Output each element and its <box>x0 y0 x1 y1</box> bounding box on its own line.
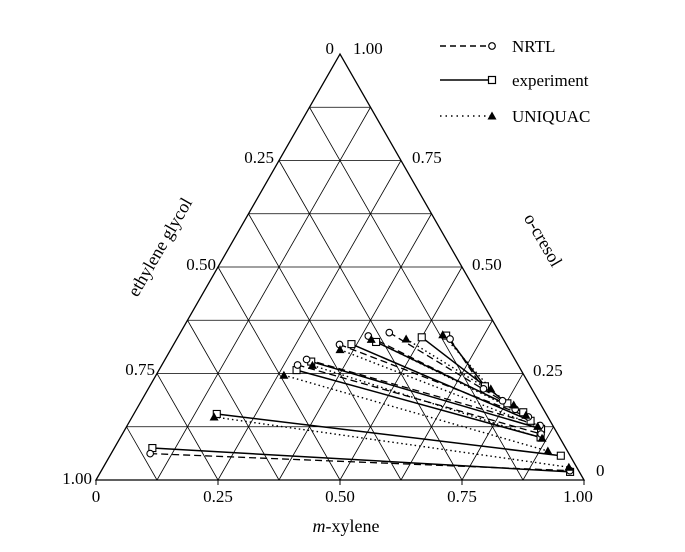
grid-line-glycol-0.875 <box>126 426 158 481</box>
tie-line-nrtl-3 <box>339 343 529 418</box>
legend-marker-uniquac <box>487 111 497 120</box>
grid-line-xylene-0.625 <box>400 320 493 481</box>
marker-uniquac-left-0 <box>209 412 219 421</box>
tie-line-nrtl-1 <box>297 364 542 435</box>
tie-line-nrtl-0 <box>150 452 570 472</box>
bottom-tick-1: 0.25 <box>203 487 233 506</box>
marker-uniquac-right-3 <box>533 421 543 430</box>
grid-line-glycol-0.125 <box>309 107 524 481</box>
tie-line-experiment-4 <box>351 343 531 422</box>
marker-uniquac-left-6 <box>438 330 448 339</box>
marker-uniquac-left-5 <box>401 334 411 343</box>
right-tick-0.75: 0.75 <box>412 148 442 167</box>
data-markers <box>146 328 575 476</box>
legend: NRTL experiment UNIQUAC <box>440 37 590 126</box>
marker-nrtl-left-5 <box>385 328 394 337</box>
marker-uniquac-right-4 <box>521 410 531 419</box>
grid-line-glycol-0.75 <box>156 373 219 481</box>
grid-line-glycol-0.5 <box>217 266 341 481</box>
marker-experiment-right-1 <box>556 451 565 460</box>
bottom-tick-2: 0.50 <box>325 487 355 506</box>
marker-uniquac-left-3 <box>335 345 345 354</box>
legend-label-uniquac: UNIQUAC <box>512 107 590 126</box>
legend-item-nrtl: NRTL <box>440 37 555 56</box>
marker-uniquac-right-5 <box>509 400 519 409</box>
marker-nrtl-left-0 <box>146 449 155 458</box>
tie-line-experiment-3 <box>310 360 542 430</box>
right-tick-0.50: 0.50 <box>472 255 502 274</box>
tie-line-nrtl-4 <box>368 335 516 410</box>
legend-item-experiment: experiment <box>440 71 589 90</box>
marker-nrtl-right-6 <box>479 384 488 393</box>
legend-item-uniquac: UNIQUAC <box>440 107 590 126</box>
left-tick-0.75: 0.75 <box>125 360 155 379</box>
marker-uniquac-right-0 <box>564 462 574 471</box>
bottom-axis-title: m-xylene <box>313 516 380 536</box>
marker-nrtl-left-2 <box>302 355 311 364</box>
right-axis-title: o-cresol <box>520 210 566 270</box>
bottom-tick-0: 0 <box>92 487 101 506</box>
legend-marker-nrtl <box>488 42 496 50</box>
triangle-frame <box>94 52 586 485</box>
marker-uniquac-left-2 <box>307 360 317 369</box>
legend-marker-experiment <box>487 75 497 85</box>
left-axis-title: ethylene glycol <box>124 194 197 300</box>
bottom-tick-4: 1.00 <box>563 487 593 506</box>
marker-experiment-left-4 <box>347 340 356 349</box>
marker-uniquac-right-2 <box>537 433 547 442</box>
marker-nrtl-left-1 <box>293 361 302 369</box>
right-tick-0: 0 <box>596 461 605 480</box>
marker-uniquac-left-1 <box>279 370 289 379</box>
marker-nrtl-right-5 <box>498 396 507 405</box>
grid-lines <box>126 106 554 481</box>
grid-line-xylene-0.75 <box>461 373 524 481</box>
left-tick-1.00: 1.00 <box>62 469 92 488</box>
grid-line-xylene-0.125 <box>156 107 371 481</box>
tie-line-experiment-1 <box>216 413 561 457</box>
tie-line-uniquac-0 <box>213 416 569 468</box>
tie-line-nrtl-6 <box>449 338 485 390</box>
tie-line-experiment-0 <box>152 447 571 473</box>
marker-nrtl-left-6 <box>446 335 454 343</box>
legend-label-experiment: experiment <box>512 71 589 90</box>
grid-line-glycol-0.375 <box>248 213 402 481</box>
tie-line-uniquac-3 <box>339 348 538 427</box>
marker-experiment-left-6 <box>417 333 426 342</box>
legend-label-nrtl: NRTL <box>512 37 555 56</box>
tie-line-experiment-2 <box>296 369 541 439</box>
grid-line-glycol-0.625 <box>187 320 280 481</box>
tie-line-uniquac-1 <box>283 374 549 452</box>
tie-line-uniquac-6 <box>442 334 492 390</box>
tie-line-uniquac-4 <box>370 338 527 416</box>
tie-line-uniquac-5 <box>405 338 515 406</box>
bottom-tick-3: 0.75 <box>447 487 477 506</box>
marker-uniquac-right-1 <box>543 446 553 455</box>
left-tick-0.25: 0.25 <box>244 148 274 167</box>
marker-uniquac-left-4 <box>366 334 376 343</box>
left-tick-0.50: 0.50 <box>186 255 216 274</box>
right-tick-0.25: 0.25 <box>533 361 563 380</box>
tie-line-nrtl-2 <box>306 358 541 427</box>
grid-line-xylene-0.5 <box>339 266 463 481</box>
right-tick-1.00: 1.00 <box>353 39 383 58</box>
left-tick-0: 0 <box>326 39 335 58</box>
marker-uniquac-right-6 <box>486 384 496 393</box>
